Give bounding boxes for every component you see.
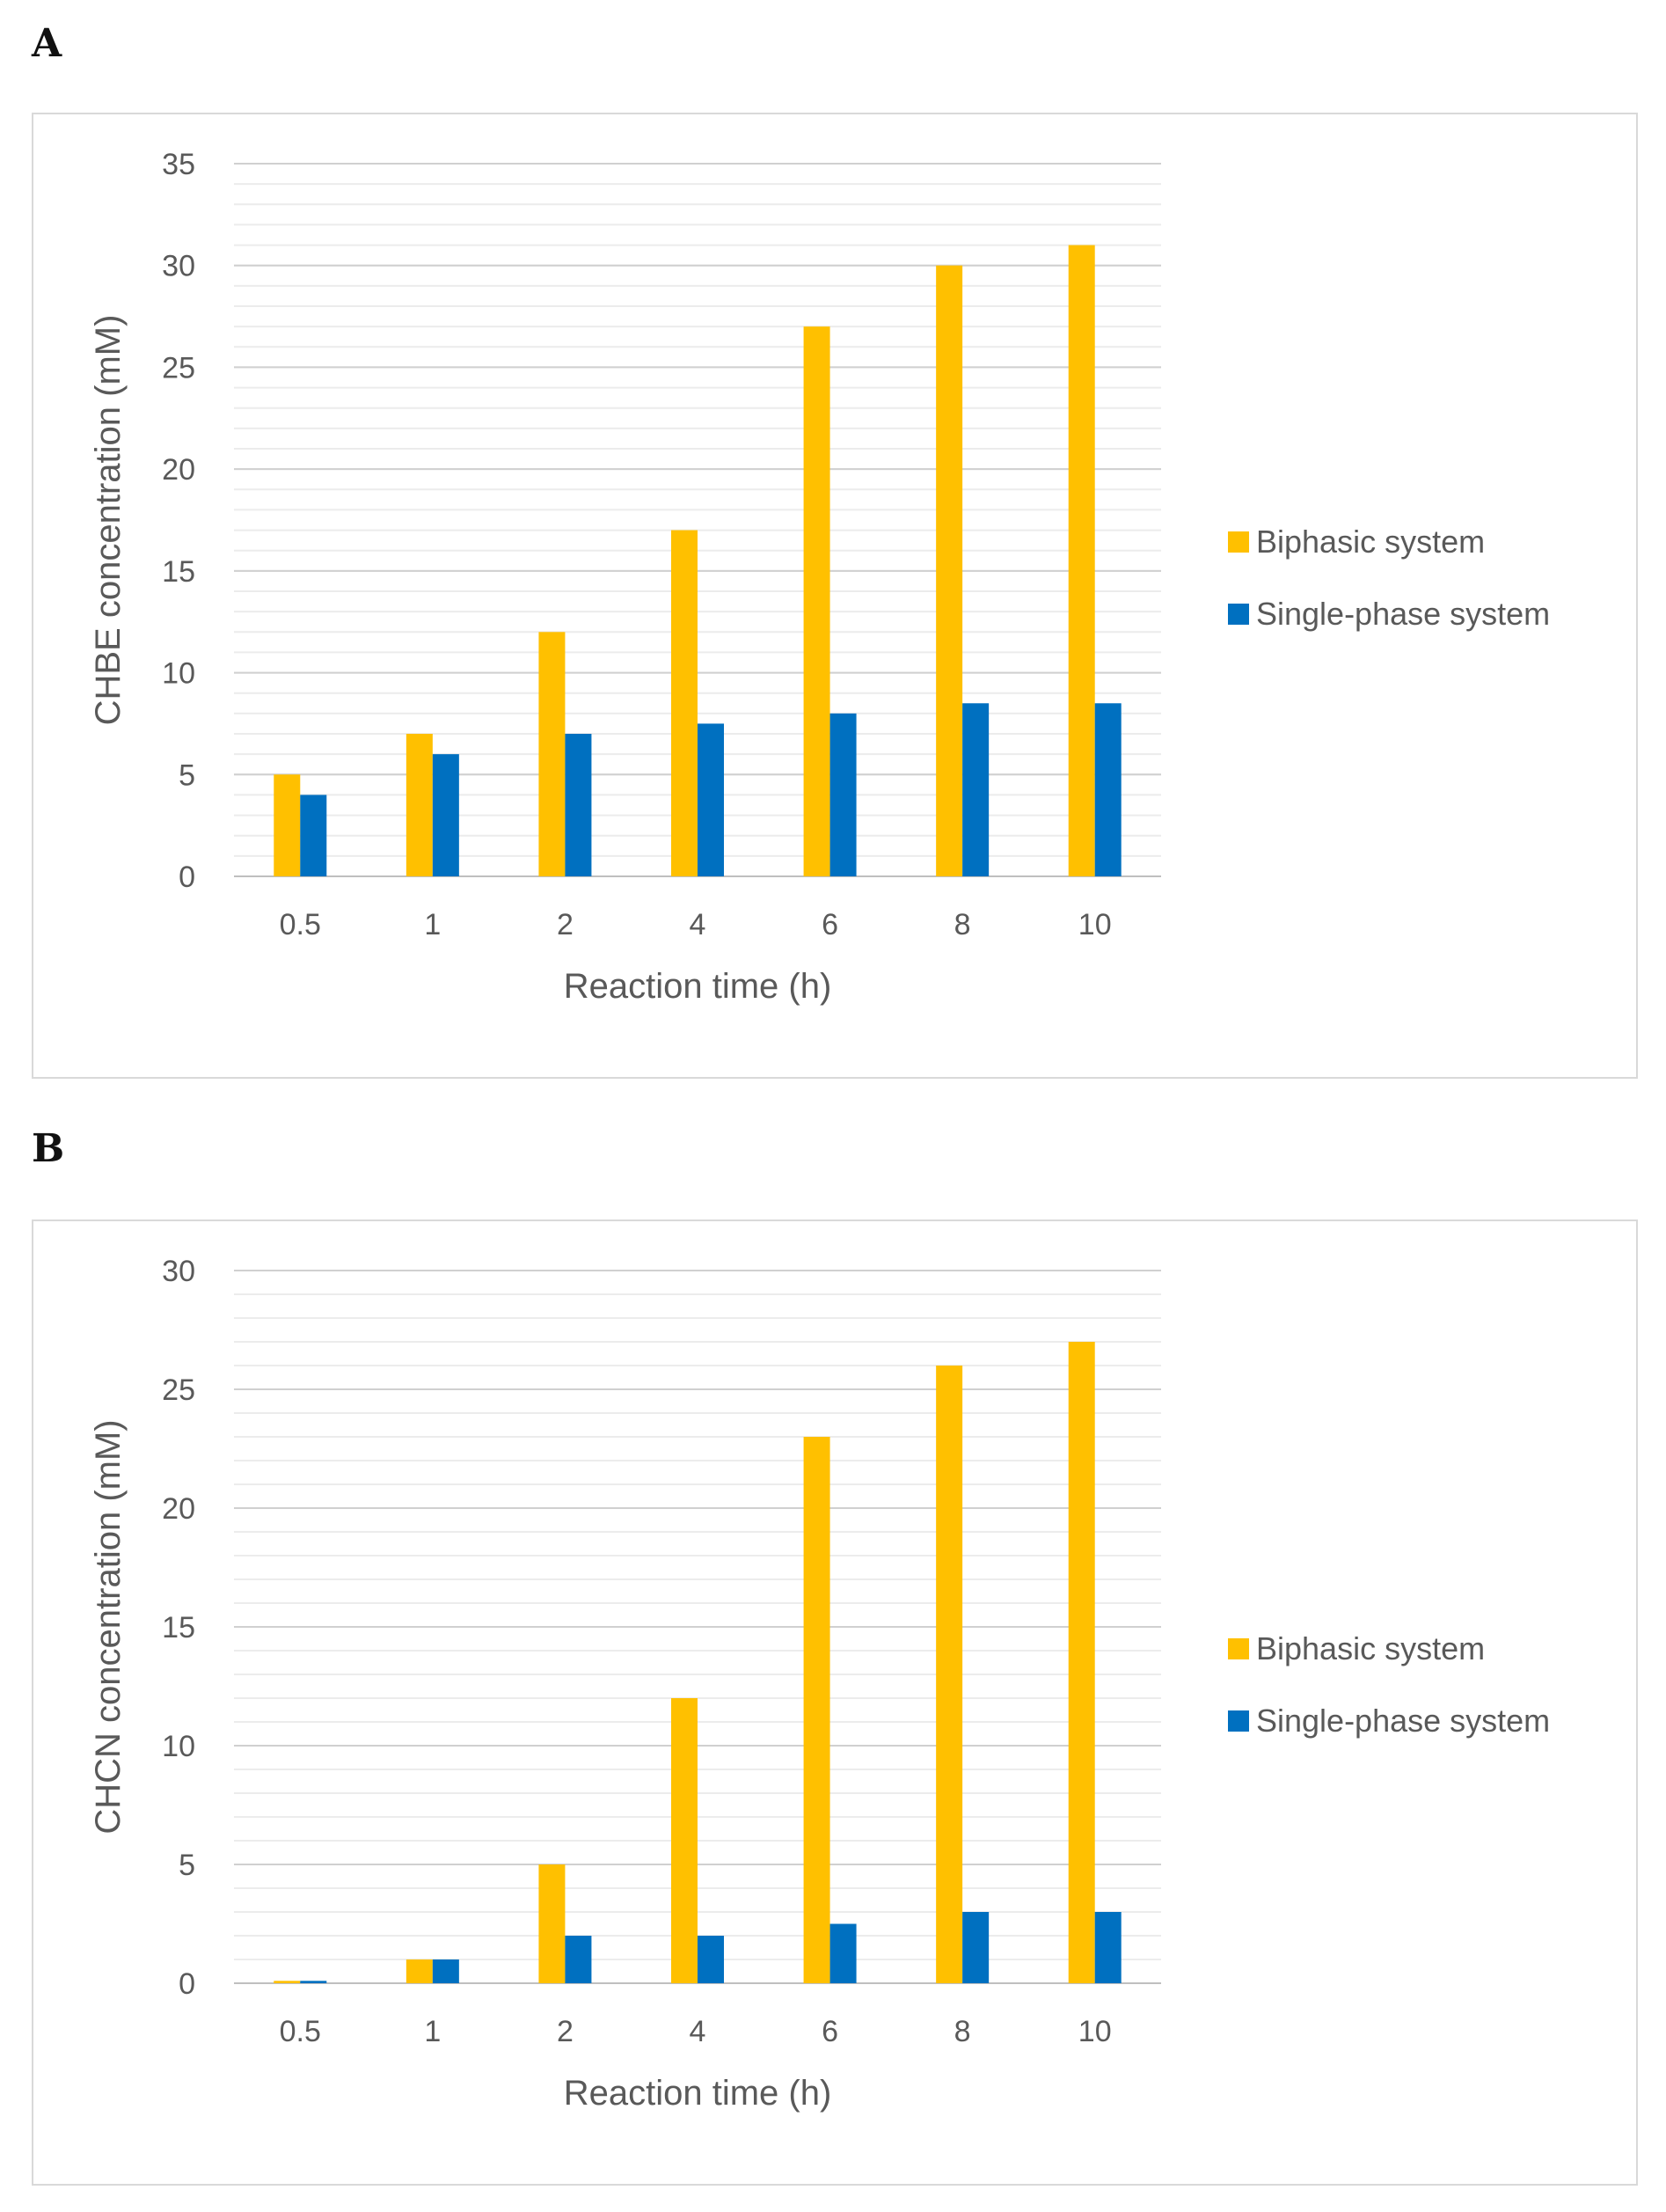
x-tick-label: 6 — [822, 908, 838, 941]
bar-single-phase — [300, 795, 327, 876]
legend-swatch — [1228, 1710, 1249, 1732]
panel-label-b: B — [32, 1126, 65, 1171]
bar-single-phase — [962, 703, 990, 876]
x-tick-label: 4 — [690, 908, 706, 941]
bar-single-phase — [432, 1959, 459, 1983]
legend-label: Biphasic system — [1256, 1630, 1485, 1666]
y-tick-label: 10 — [162, 1730, 195, 1763]
legend-swatch — [1228, 604, 1249, 625]
y-tick-label: 20 — [162, 1492, 195, 1526]
bar-biphasic — [936, 1366, 963, 1983]
bar-single-phase — [1094, 1912, 1122, 1983]
bar-biphasic — [1068, 1342, 1095, 1983]
chart-b: 0 5 10 15 20 25 30 0.5 1 2 4 6 8 10 Reaction time (h) C… — [89, 1255, 1550, 2113]
y-tick-label: 25 — [162, 1373, 195, 1407]
y-tick-label: 25 — [162, 351, 195, 385]
y-tick-label: 5 — [179, 1849, 195, 1882]
bar-single-phase — [829, 713, 857, 876]
x-axis-title: Reaction time (h) — [564, 967, 832, 1006]
bar-biphasic — [671, 1698, 698, 1983]
y-axis-title: CHBE concentration (mM) — [89, 315, 128, 726]
legend-swatch — [1228, 1638, 1249, 1659]
bar-single-phase — [565, 1936, 592, 1983]
y-tick-label: 30 — [162, 250, 195, 283]
bar-single-phase — [962, 1912, 990, 1983]
bar-biphasic — [274, 774, 301, 876]
legend-swatch — [1228, 531, 1249, 553]
bar-biphasic — [538, 1864, 566, 1983]
x-tick-label: 8 — [954, 908, 971, 941]
bar-biphasic — [1068, 245, 1095, 876]
bar-single-phase — [300, 1981, 327, 1983]
chart-frame-b: 0 5 10 15 20 25 30 0.5 1 2 4 6 8 10 Reaction time (h) C… — [32, 1220, 1638, 2186]
y-tick-label: 0 — [179, 1967, 195, 2001]
y-tick-label: 30 — [162, 1255, 195, 1288]
y-tick-label: 20 — [162, 453, 195, 487]
bar-single-phase — [1094, 703, 1122, 876]
bar-single-phase — [698, 723, 724, 876]
x-tick-label: 6 — [822, 2015, 838, 2048]
x-tick-label: 0.5 — [280, 2015, 321, 2048]
y-axis-title: CHCN concentration (mM) — [89, 1419, 128, 1834]
legend-label: Biphasic system — [1256, 524, 1485, 560]
bar-single-phase — [565, 734, 592, 876]
legend-label: Single-phase system — [1256, 596, 1550, 632]
x-tick-label: 8 — [954, 2015, 971, 2048]
x-tick-label: 0.5 — [280, 908, 321, 941]
x-tick-label: 2 — [557, 2015, 574, 2048]
bar-biphasic — [538, 632, 566, 876]
bar-single-phase — [432, 754, 459, 876]
bar-biphasic — [406, 734, 433, 876]
y-tick-label: 15 — [162, 555, 195, 589]
x-tick-label: 4 — [690, 2015, 706, 2048]
legend-label: Single-phase system — [1256, 1703, 1550, 1739]
x-tick-label: 10 — [1078, 908, 1112, 941]
y-tick-label: 0 — [179, 861, 195, 894]
bar-biphasic — [936, 265, 963, 876]
bar-single-phase — [698, 1936, 724, 1983]
panel-label-a: A — [32, 21, 62, 66]
x-tick-label: 10 — [1078, 2015, 1112, 2048]
bar-biphasic — [274, 1981, 301, 1983]
bar-single-phase — [829, 1923, 857, 1983]
chart-a: 0 5 10 15 20 25 30 35 0.5 1 2 4 6 8 10 Reaction time (h… — [89, 148, 1550, 1006]
x-tick-label: 2 — [557, 908, 574, 941]
x-tick-label: 1 — [424, 908, 441, 941]
bar-biphasic — [803, 326, 830, 877]
chart-frame-a: 0 5 10 15 20 25 30 35 0.5 1 2 4 6 8 10 Reaction time (h… — [32, 113, 1638, 1079]
y-tick-label: 5 — [179, 758, 195, 792]
bar-biphasic — [406, 1959, 433, 1983]
x-axis-title: Reaction time (h) — [564, 2074, 832, 2113]
y-tick-label: 10 — [162, 657, 195, 691]
bar-biphasic — [671, 530, 698, 876]
y-tick-label: 15 — [162, 1611, 195, 1644]
y-tick-label: 35 — [162, 148, 195, 181]
bar-biphasic — [803, 1437, 830, 1983]
x-tick-label: 1 — [424, 2015, 441, 2048]
